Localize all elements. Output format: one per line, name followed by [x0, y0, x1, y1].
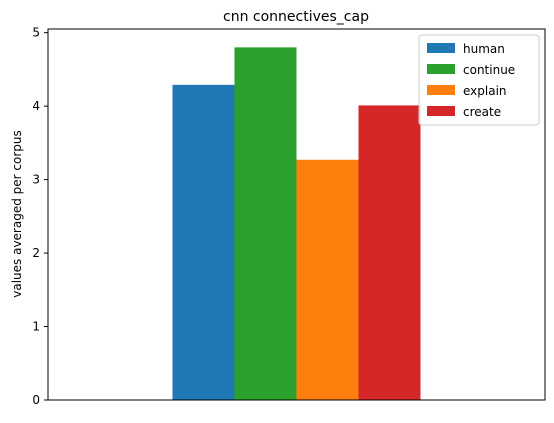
legend-label-explain: explain — [463, 84, 507, 98]
y-tick-label: 1 — [32, 320, 40, 334]
legend-swatch-continue — [427, 64, 455, 74]
y-tick-label: 4 — [32, 99, 40, 113]
legend-swatch-create — [427, 106, 455, 116]
plot-frame — [47, 28, 546, 401]
bars-group — [172, 47, 421, 401]
bar-explain — [296, 159, 359, 400]
bar-create — [358, 105, 421, 400]
legend-swatch-explain — [427, 85, 455, 95]
legend-frame — [418, 34, 540, 126]
legend-swatch-human — [427, 43, 455, 53]
legend-label-continue: continue — [463, 63, 515, 77]
bar-human — [172, 84, 235, 400]
y-tick-label: 3 — [32, 173, 40, 187]
y-tick-label: 5 — [32, 26, 40, 40]
y-axis-label: values averaged per corpus — [10, 130, 24, 298]
y-ticks-group: 0 1 2 3 4 5 — [32, 26, 48, 407]
legend-label-create: create — [463, 105, 501, 119]
legend-label-human: human — [463, 42, 505, 56]
chart-title: cnn connectives_cap — [223, 9, 369, 25]
bar-continue — [234, 47, 297, 401]
legend: human continue explain create — [418, 34, 540, 126]
y-tick-label: 2 — [32, 246, 40, 260]
y-tick-label: 0 — [32, 393, 40, 407]
